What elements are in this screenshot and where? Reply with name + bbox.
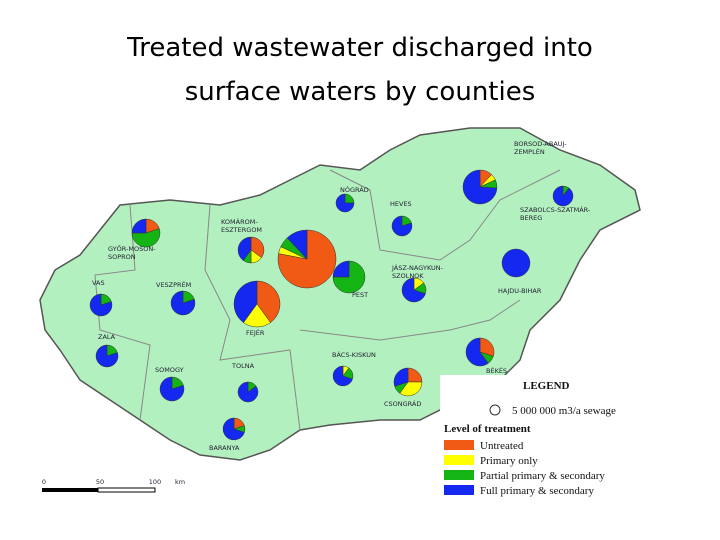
- county-label: GYŐR-MOSON-: [108, 244, 156, 253]
- county-label: JÁSZ-NAGYKUN-: [391, 263, 444, 272]
- legend-label: Untreated: [480, 440, 524, 452]
- pie-slice: [332, 260, 350, 278]
- legend-label: Full primary & secondary: [480, 485, 594, 497]
- county-label: SOPRON: [108, 253, 136, 261]
- county-label: BEREG: [520, 214, 542, 222]
- county-label: KOMÁROM-: [221, 217, 258, 226]
- county-label: BÁCS-KISKUN: [332, 350, 376, 359]
- legend-subtitle: Level of treatment: [444, 423, 531, 435]
- legend-swatch: [444, 485, 474, 495]
- pie-slice: [465, 337, 489, 367]
- county-label: VAS: [92, 279, 105, 287]
- scale-label: 0: [42, 478, 46, 486]
- legend-size-note: 5 000 000 m3/a sewage: [512, 405, 616, 417]
- legend-label: Partial primary & secondary: [480, 470, 605, 482]
- scale-label: km: [175, 478, 185, 486]
- county-label: ESZTERGOM: [221, 226, 262, 234]
- pie-slice: [391, 215, 413, 237]
- pie-slice: [462, 169, 498, 205]
- legend-title: LEGEND: [523, 380, 570, 392]
- legend-swatch: [444, 470, 474, 480]
- pie-slice: [237, 381, 259, 403]
- scale-label: 100: [149, 478, 161, 486]
- pie-slice: [277, 229, 337, 289]
- pie-slice: [286, 229, 308, 260]
- legend-swatch: [444, 455, 474, 465]
- legend-swatch: [444, 440, 474, 450]
- county-label: ZALA: [98, 333, 116, 341]
- scale-label: 50: [96, 478, 104, 486]
- pie-slice: [399, 381, 423, 397]
- pie-slice: [131, 218, 147, 234]
- pie-slice: [250, 236, 265, 258]
- county-border: [329, 169, 561, 261]
- county-label: TOLNA: [231, 362, 255, 370]
- county-label: FEJÉR: [246, 328, 265, 337]
- pie-slice: [233, 280, 258, 323]
- pie-slice: [170, 290, 196, 316]
- legend-size-symbol: [489, 404, 501, 416]
- pie-slice: [501, 248, 531, 278]
- legend-label: Primary only: [480, 455, 538, 467]
- title-line: Treated wastewater discharged into: [126, 33, 593, 63]
- county-border: [204, 204, 301, 431]
- pie-slice: [222, 417, 245, 441]
- county-label: NÓGRÁD: [340, 185, 369, 194]
- pie-slice: [159, 376, 185, 402]
- title-line: surface waters by counties: [185, 77, 536, 107]
- pie-slice: [256, 280, 281, 323]
- county-label: HEVES: [390, 200, 412, 208]
- county-label: SZOLNOK: [392, 272, 424, 280]
- county-label: SOMOGY: [155, 366, 184, 374]
- county-label: BORSOD-ABAUJ-: [514, 140, 567, 148]
- pie-slice: [95, 344, 119, 368]
- county-label: BARANYA: [209, 444, 240, 452]
- pie-slice: [332, 260, 366, 294]
- pie-slice: [393, 367, 409, 387]
- county-label: PEST: [352, 291, 368, 299]
- county-label: HAJDU-BIHAR: [498, 287, 542, 295]
- pie-slice: [479, 337, 495, 357]
- pie-slice: [401, 277, 426, 303]
- pie-slice: [335, 193, 355, 213]
- pie-slice: [552, 185, 574, 207]
- county-label: BÉKÉS: [486, 366, 507, 375]
- pie-slice: [89, 293, 113, 317]
- pie-slice: [237, 236, 252, 261]
- county-border: [299, 299, 521, 341]
- scale-bar: [42, 487, 156, 493]
- pie-slice: [332, 365, 353, 387]
- county-label: CSONGRÁD: [384, 399, 421, 408]
- county-label: ZEMPLÉN: [514, 147, 545, 156]
- county-label: VESZPRÉM: [156, 280, 191, 289]
- county-label: SZABOLCS-SZATMÁR-: [520, 205, 591, 214]
